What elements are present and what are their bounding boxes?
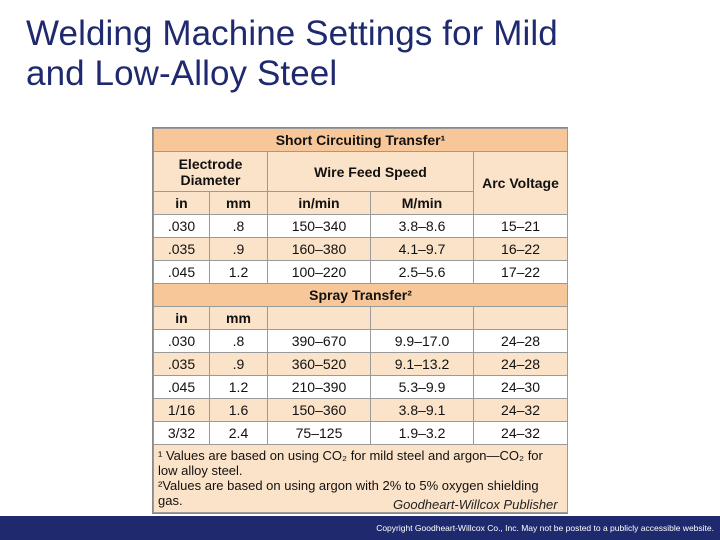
unit-mm: mm bbox=[209, 306, 268, 330]
cell-in-min: 210–390 bbox=[267, 375, 371, 399]
slide-title: Welding Machine Settings for Mild and Lo… bbox=[26, 14, 706, 94]
cell-mm: .9 bbox=[209, 352, 268, 376]
cell-in: .045 bbox=[153, 260, 210, 284]
footnote-1: ¹ Values are based on using CO₂ for mild… bbox=[158, 448, 543, 478]
slide-title-line-2: and Low-Alloy Steel bbox=[26, 54, 338, 93]
table-row: .030 .8 150–340 3.8–8.6 15–21 bbox=[153, 214, 569, 238]
table-row: 3/32 2.4 75–125 1.9–3.2 24–32 bbox=[153, 421, 569, 445]
cell-m-min: 3.8–9.1 bbox=[370, 398, 474, 422]
table-row: .030 .8 390–670 9.9–17.0 24–28 bbox=[153, 329, 569, 353]
cell-arc-voltage: 15–21 bbox=[472, 214, 569, 238]
table-footnotes: ¹ Values are based on using CO₂ for mild… bbox=[152, 444, 569, 513]
cell-m-min: 3.8–8.6 bbox=[370, 214, 474, 238]
cell-arc-voltage: 24–28 bbox=[472, 329, 569, 353]
unit-blank bbox=[370, 306, 474, 330]
cell-m-min: 9.9–17.0 bbox=[370, 329, 474, 353]
table-row: .035 .9 360–520 9.1–13.2 24–28 bbox=[153, 352, 569, 376]
header-arc-voltage: Arc Voltage bbox=[472, 151, 569, 215]
cell-mm: .8 bbox=[209, 214, 268, 238]
table-row: 1/16 1.6 150–360 3.8–9.1 24–32 bbox=[153, 398, 569, 422]
copyright-notice: Copyright Goodheart-Willcox Co., Inc. Ma… bbox=[376, 523, 714, 533]
cell-m-min: 1.9–3.2 bbox=[370, 421, 474, 445]
unit-m-per-min: M/min bbox=[370, 191, 474, 215]
slide-title-line-1: Welding Machine Settings for Mild bbox=[26, 14, 558, 53]
unit-in: in bbox=[153, 306, 210, 330]
unit-blank bbox=[267, 306, 371, 330]
cell-arc-voltage: 24–28 bbox=[472, 352, 569, 376]
cell-mm: 1.2 bbox=[209, 375, 268, 399]
cell-mm: .8 bbox=[209, 329, 268, 353]
cell-arc-voltage: 24–32 bbox=[472, 398, 569, 422]
cell-in-min: 390–670 bbox=[267, 329, 371, 353]
cell-in-min: 160–380 bbox=[267, 237, 371, 261]
section-title-spray-transfer: Spray Transfer² bbox=[152, 283, 569, 307]
publisher-credit: Goodheart-Willcox Publisher bbox=[393, 497, 558, 512]
cell-mm: 1.2 bbox=[209, 260, 268, 284]
cell-m-min: 4.1–9.7 bbox=[370, 237, 474, 261]
cell-arc-voltage: 16–22 bbox=[472, 237, 569, 261]
cell-m-min: 2.5–5.6 bbox=[370, 260, 474, 284]
cell-mm: .9 bbox=[209, 237, 268, 261]
cell-mm: 1.6 bbox=[209, 398, 268, 422]
unit-in-per-min: in/min bbox=[267, 191, 371, 215]
cell-arc-voltage: 24–32 bbox=[472, 421, 569, 445]
table-row: .045 1.2 210–390 5.3–9.9 24–30 bbox=[153, 375, 569, 399]
footer-bar: Copyright Goodheart-Willcox Co., Inc. Ma… bbox=[0, 516, 720, 540]
cell-in: .030 bbox=[153, 214, 210, 238]
cell-in: .035 bbox=[153, 237, 210, 261]
cell-in-min: 150–340 bbox=[267, 214, 371, 238]
unit-in: in bbox=[153, 191, 210, 215]
cell-in-min: 100–220 bbox=[267, 260, 371, 284]
settings-table: Short Circuiting Transfer¹ Electrode Dia… bbox=[152, 127, 569, 514]
table-row: .035 .9 160–380 4.1–9.7 16–22 bbox=[153, 237, 569, 261]
cell-in: 1/16 bbox=[153, 398, 210, 422]
table-row: .045 1.2 100–220 2.5–5.6 17–22 bbox=[153, 260, 569, 284]
cell-in: .045 bbox=[153, 375, 210, 399]
header-wire-feed-speed: Wire Feed Speed bbox=[267, 151, 474, 192]
cell-m-min: 9.1–13.2 bbox=[370, 352, 474, 376]
unit-blank bbox=[472, 306, 569, 330]
unit-mm: mm bbox=[209, 191, 268, 215]
cell-in-min: 360–520 bbox=[267, 352, 371, 376]
cell-in: 3/32 bbox=[153, 421, 210, 445]
header-electrode-diameter: Electrode Diameter bbox=[153, 151, 268, 192]
section-title-short-circuiting: Short Circuiting Transfer¹ bbox=[152, 128, 569, 152]
cell-in: .035 bbox=[153, 352, 210, 376]
cell-in: .030 bbox=[153, 329, 210, 353]
cell-mm: 2.4 bbox=[209, 421, 268, 445]
cell-arc-voltage: 17–22 bbox=[472, 260, 569, 284]
cell-in-min: 150–360 bbox=[267, 398, 371, 422]
footnote-2: ²Values are based on using argon with 2%… bbox=[158, 478, 539, 508]
cell-in-min: 75–125 bbox=[267, 421, 371, 445]
cell-arc-voltage: 24–30 bbox=[472, 375, 569, 399]
cell-m-min: 5.3–9.9 bbox=[370, 375, 474, 399]
